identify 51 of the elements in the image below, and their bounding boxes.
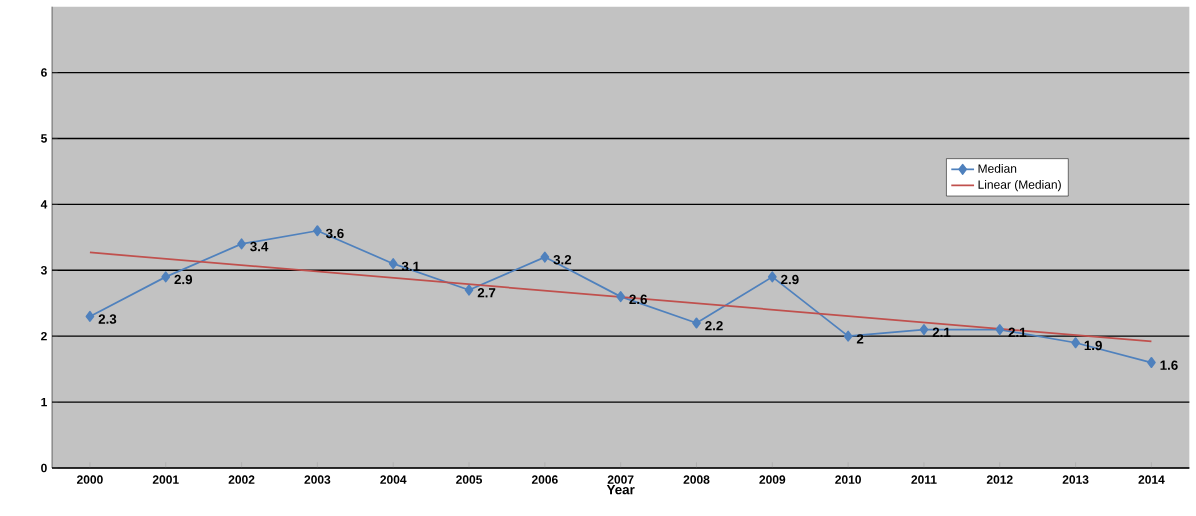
x-tick-label: 2000 [76,475,103,484]
x-tick-label: 2002 [228,475,255,484]
x-tick-label: 2006 [531,475,558,484]
point [1147,357,1156,369]
data-label: 3.4 [250,241,269,252]
x-tick-label: 2008 [683,475,710,484]
point [995,324,1005,336]
x-tick-label: 2011 [911,475,937,484]
data-label: 2.7 [477,288,496,298]
x-tick-label: 2010 [835,475,861,484]
x-tick-label: 2003 [304,475,331,484]
point [388,258,398,270]
y-tick-label: 5 [41,134,47,143]
data-label: 1.9 [1084,340,1102,351]
point [692,317,701,329]
point [85,310,95,322]
point [237,238,246,250]
x-tick-label: 2005 [456,475,483,484]
data-label: 2.3 [98,314,117,324]
x-axis-title: Year [606,485,635,495]
point [1071,337,1080,349]
data-label: 2.9 [781,274,799,285]
point [919,324,929,336]
legend-label: Linear (Median) [978,180,1061,192]
y-tick-label: 0 [41,463,47,473]
y-tick-label: 4 [40,200,48,209]
y-tick-label: 1 [41,397,47,407]
x-tick-label: 2007 [607,475,634,484]
data-label: 3.6 [325,228,344,239]
x-tick-label: 2012 [986,475,1013,484]
y-tick-label: 2 [41,331,47,341]
x-tick-label: 2009 [759,475,786,484]
data-label: 2.1 [932,327,951,337]
x-tick-label: 2014 [1138,475,1165,484]
point [616,291,626,303]
point [540,251,550,263]
point [313,225,322,237]
point [464,284,474,296]
data-label: 1.6 [1160,360,1178,370]
x-tick-label: 2004 [380,475,407,484]
point [767,271,777,283]
legend-label: Median [978,163,1017,173]
data-label: 2.2 [705,321,723,331]
point [161,271,171,283]
data-label: 3.2 [553,255,572,265]
x-tick-label: 2001 [152,475,179,484]
data-label: 2.9 [174,274,193,285]
y-tick-label: 6 [41,68,47,77]
x-tick-label: 2013 [1062,475,1089,484]
point [843,330,853,342]
y-tick-label: 3 [40,266,47,275]
